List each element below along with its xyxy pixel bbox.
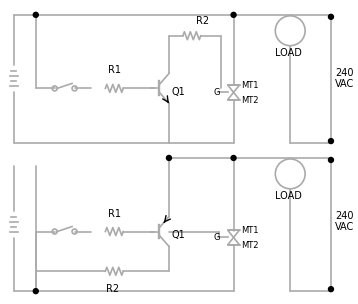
Circle shape bbox=[329, 157, 333, 162]
Text: R2: R2 bbox=[196, 16, 209, 26]
Circle shape bbox=[329, 14, 333, 19]
Text: MT1: MT1 bbox=[242, 226, 259, 235]
Text: 240
VAC: 240 VAC bbox=[335, 211, 354, 232]
Text: Q1: Q1 bbox=[172, 87, 186, 97]
Text: R1: R1 bbox=[108, 65, 121, 75]
Circle shape bbox=[231, 12, 236, 17]
Text: G: G bbox=[213, 88, 220, 97]
Text: MT2: MT2 bbox=[242, 241, 259, 250]
Text: R2: R2 bbox=[106, 284, 119, 294]
Circle shape bbox=[329, 139, 333, 143]
Circle shape bbox=[231, 155, 236, 161]
Circle shape bbox=[33, 12, 38, 17]
Text: 240
VAC: 240 VAC bbox=[335, 68, 354, 89]
Text: MT1: MT1 bbox=[242, 81, 259, 90]
Text: LOAD: LOAD bbox=[275, 48, 302, 58]
Text: G: G bbox=[213, 233, 220, 242]
Text: LOAD: LOAD bbox=[275, 191, 302, 201]
Circle shape bbox=[166, 155, 171, 161]
Circle shape bbox=[329, 287, 333, 292]
Text: R1: R1 bbox=[108, 209, 121, 219]
Circle shape bbox=[33, 289, 38, 294]
Text: MT2: MT2 bbox=[242, 96, 259, 105]
Text: Q1: Q1 bbox=[172, 230, 186, 240]
